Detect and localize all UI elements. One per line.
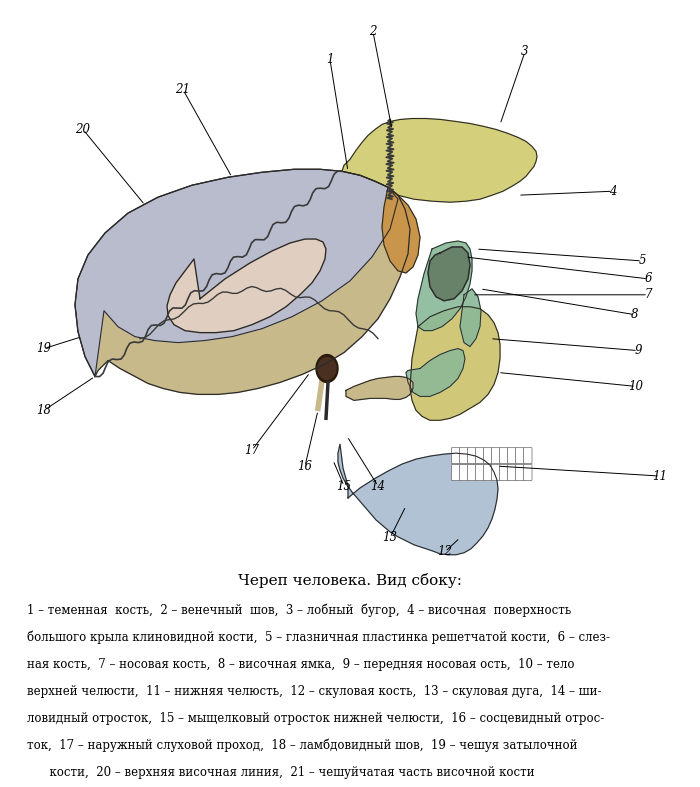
Text: верхней челюсти,  11 – нижняя челюсть,  12 – скуловая кость,  13 – скуловая дуга: верхней челюсти, 11 – нижняя челюсть, 12… [27,685,602,697]
FancyBboxPatch shape [475,448,484,464]
Polygon shape [416,241,472,331]
Text: 2: 2 [370,25,377,39]
Text: 17: 17 [244,444,260,456]
Text: 14: 14 [370,479,386,493]
FancyBboxPatch shape [484,448,492,464]
Polygon shape [382,187,420,273]
Polygon shape [338,444,498,555]
Polygon shape [428,247,470,301]
FancyBboxPatch shape [459,464,468,481]
Text: 15: 15 [337,479,351,493]
Polygon shape [75,169,398,376]
FancyBboxPatch shape [459,448,468,464]
Text: 3: 3 [522,46,528,58]
FancyBboxPatch shape [515,448,524,464]
Polygon shape [342,119,537,202]
Text: 13: 13 [382,531,398,545]
Text: 11: 11 [652,470,668,482]
Polygon shape [167,239,326,333]
Text: 21: 21 [176,83,190,96]
Polygon shape [406,349,465,397]
Text: кости,  20 – верхняя височная линия,  21 – чешуйчатая часть височной кости: кости, 20 – верхняя височная линия, 21 –… [27,766,535,779]
FancyBboxPatch shape [491,464,500,481]
Text: 4: 4 [609,185,617,198]
Text: 18: 18 [36,404,52,417]
FancyBboxPatch shape [508,448,516,464]
Text: 10: 10 [629,380,643,393]
Polygon shape [410,307,500,420]
Polygon shape [460,289,481,346]
Polygon shape [75,169,410,394]
FancyBboxPatch shape [500,464,508,481]
Ellipse shape [318,357,336,379]
Text: Череп человека. Вид сбоку:: Череп человека. Вид сбоку: [238,573,462,588]
Text: 7: 7 [644,288,652,301]
FancyBboxPatch shape [524,464,532,481]
FancyBboxPatch shape [452,464,460,481]
FancyBboxPatch shape [508,464,516,481]
Text: 16: 16 [298,460,312,473]
Text: 19: 19 [36,342,52,355]
Text: 1: 1 [326,54,334,66]
Polygon shape [346,376,413,401]
FancyBboxPatch shape [484,464,492,481]
FancyBboxPatch shape [524,448,532,464]
Text: ная кость,  7 – носовая кость,  8 – височная ямка,  9 – передняя носовая ость,  : ная кость, 7 – носовая кость, 8 – височн… [27,658,575,671]
Text: большого крыла клиновидной кости,  5 – глазничная пластинка решетчатой кости,  6: большого крыла клиновидной кости, 5 – гл… [27,630,610,644]
Text: ток,  17 – наружный слуховой проход,  18 – ламбдовидный шов,  19 – чешуя затылоч: ток, 17 – наружный слуховой проход, 18 –… [27,739,578,752]
Text: ловидный отросток,  15 – мыщелковый отросток нижней челюсти,  16 – сосцевидный о: ловидный отросток, 15 – мыщелковый отрос… [27,711,605,725]
Text: 5: 5 [638,254,645,268]
FancyBboxPatch shape [452,448,460,464]
FancyBboxPatch shape [500,448,508,464]
Text: 9: 9 [634,344,642,357]
FancyBboxPatch shape [515,464,524,481]
Text: 1 – теменная  кость,  2 – венечный  шов,  3 – лобный  бугор,  4 – височная  пове: 1 – теменная кость, 2 – венечный шов, 3 … [27,604,572,617]
FancyBboxPatch shape [468,464,476,481]
FancyBboxPatch shape [468,448,476,464]
Text: 12: 12 [438,545,452,558]
Ellipse shape [316,355,338,382]
Text: 8: 8 [631,309,638,321]
FancyBboxPatch shape [475,464,484,481]
Text: 6: 6 [644,272,652,286]
Text: 20: 20 [76,123,90,136]
FancyBboxPatch shape [491,448,500,464]
